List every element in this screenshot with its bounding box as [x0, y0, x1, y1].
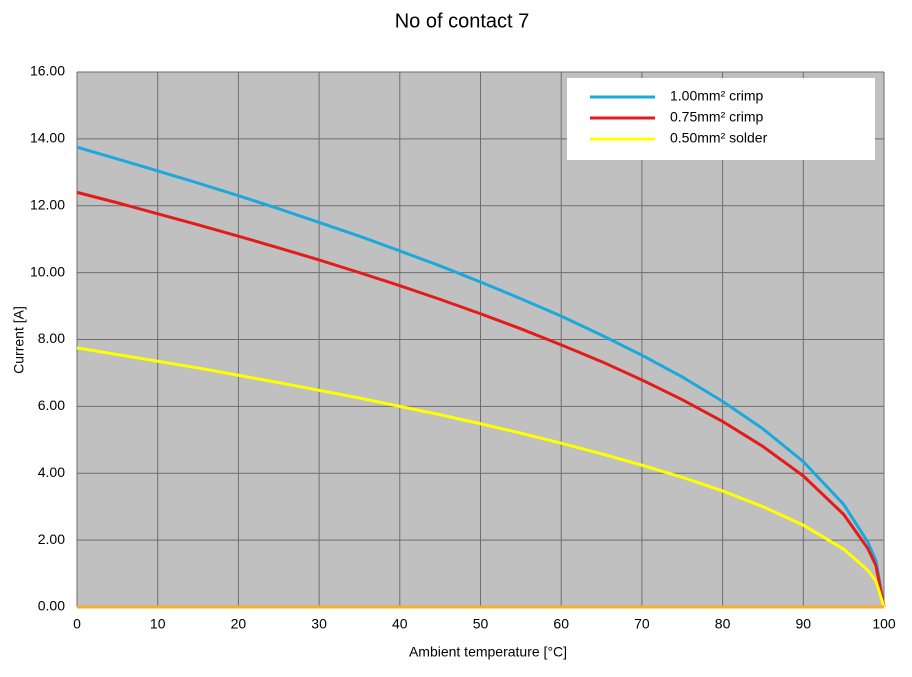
legend: 1.00mm² crimp 0.75mm² crimp 0.50mm² solder	[567, 78, 875, 160]
series-line	[76, 346, 886, 608]
series-line	[76, 190, 886, 608]
x-tick-label: 20	[231, 616, 247, 632]
y-tick-label: 4.00	[38, 464, 65, 480]
x-tick-label: 60	[553, 616, 569, 632]
legend-label: 0.75mm² crimp	[670, 109, 764, 125]
y-tick-label: 14.00	[30, 130, 65, 146]
x-tick-label: 30	[311, 616, 327, 632]
y-axis-label: Current [A]	[11, 306, 27, 374]
y-tick-label: 12.00	[30, 196, 65, 212]
x-tick-label: 50	[473, 616, 489, 632]
x-tick-label: 10	[150, 616, 166, 632]
x-axis-label: Ambient temperature [°C]	[409, 644, 567, 660]
legend-label: 0.50mm² solder	[670, 130, 768, 146]
grid	[76, 71, 885, 608]
x-tick-label: 0	[73, 616, 81, 632]
y-tick-label: 16.00	[30, 63, 65, 79]
legend-label: 1.00mm² crimp	[670, 88, 764, 104]
x-tick-label: 70	[634, 616, 650, 632]
series-line	[76, 145, 886, 608]
y-tick-label: 8.00	[38, 330, 65, 346]
y-tick-label: 0.00	[38, 598, 65, 614]
x-tick-label: 40	[392, 616, 408, 632]
x-tick-label: 90	[796, 616, 812, 632]
chart-title: No of contact 7	[395, 10, 530, 32]
y-tick-label: 6.00	[38, 397, 65, 413]
y-tick-label: 2.00	[38, 531, 65, 547]
x-tick-label: 80	[715, 616, 731, 632]
x-tick-label: 100	[872, 616, 896, 632]
lines	[76, 145, 886, 608]
y-tick-label: 10.00	[30, 263, 65, 279]
